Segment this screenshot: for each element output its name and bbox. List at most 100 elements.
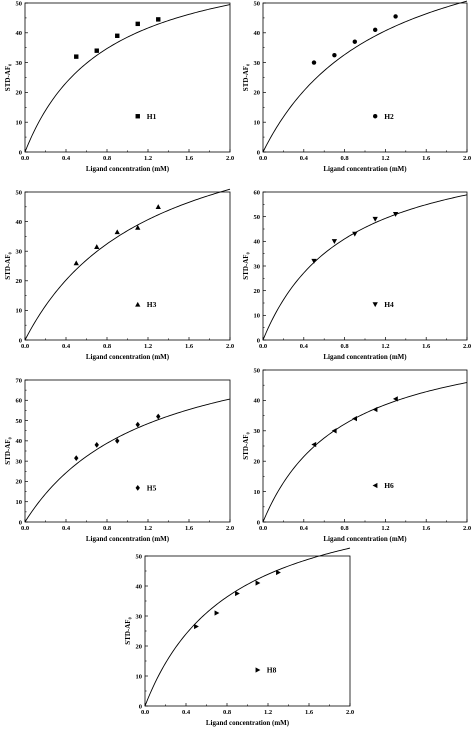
x-tick-label: 1.6 — [185, 343, 194, 350]
y-tick-label: 50 — [254, 367, 261, 374]
chart-panel-2: 0.0 0.4 0.8 1.2 1.6 2.0 0 10 20 30 40 50 Ligand conc… — [242, 0, 471, 173]
legend-marker — [372, 482, 378, 489]
plot-frame — [24, 379, 231, 523]
y-tick-label: 40 — [254, 30, 261, 37]
data-point — [74, 455, 79, 461]
data-point — [392, 212, 399, 217]
legend-label: H2 — [384, 112, 394, 121]
plot-frame — [262, 2, 468, 153]
y-tick-label: 60 — [16, 398, 23, 405]
y-tick-label: 20 — [254, 90, 261, 97]
y-axis-label: STD-AF₀ — [242, 64, 250, 91]
fit-curve — [262, 194, 468, 341]
x-tick-label: 1.6 — [185, 155, 194, 162]
data-point — [114, 229, 120, 235]
data-point — [235, 590, 240, 597]
y-tick-label: 10 — [16, 499, 23, 506]
plot-frame — [262, 191, 468, 341]
x-tick-label: 1.6 — [305, 709, 314, 716]
legend-label: H4 — [384, 300, 394, 309]
data-point — [372, 216, 378, 222]
legend-label: H3 — [147, 300, 157, 309]
y-tick-label: 10 — [16, 308, 23, 315]
x-axis-label: Ligand concentration (mM) — [86, 165, 170, 173]
x-tick-label: 1.2 — [144, 343, 152, 350]
y-axis-label: STD-AF₀ — [4, 64, 12, 91]
chart-panel-4: 0.0 0.4 0.8 1.2 1.6 2.0 0 10 20 30 40 50 60 Ligand co… — [242, 189, 471, 361]
x-tick-label: 2.0 — [226, 155, 234, 162]
x-tick-label: 0.0 — [21, 343, 29, 350]
data-point — [393, 14, 398, 19]
y-tick-label: 50 — [254, 214, 261, 221]
x-tick-label: 1.2 — [144, 155, 152, 162]
data-point — [73, 260, 79, 266]
data-point — [156, 17, 161, 22]
y-tick-label: 0 — [257, 519, 260, 526]
x-tick-label: 0.8 — [103, 525, 112, 532]
x-tick-label: 1.6 — [422, 343, 431, 350]
data-point — [331, 428, 337, 434]
chart-panel-1: 0.0 0.4 0.8 1.2 1.6 2.0 0 10 20 30 40 50 Ligand conc… — [4, 0, 234, 173]
data-point — [311, 441, 317, 448]
chart-panel-3: 0.0 0.4 0.8 1.2 1.6 2.0 0 10 20 30 40 50 Ligand conc… — [4, 188, 234, 361]
data-point — [352, 416, 357, 422]
y-tick-label: 0 — [19, 149, 22, 156]
y-tick-label: 20 — [254, 459, 261, 466]
legend-marker — [135, 485, 140, 491]
x-tick-label: 0.0 — [259, 343, 267, 350]
x-tick-label: 0.4 — [300, 343, 309, 350]
y-tick-label: 0 — [19, 519, 22, 526]
y-tick-label: 40 — [16, 30, 23, 37]
fit-curve — [144, 547, 351, 707]
y-tick-label: 30 — [136, 613, 143, 620]
x-tick-label: 0.8 — [341, 343, 350, 350]
data-point — [74, 54, 79, 59]
x-tick-label: 0.0 — [259, 155, 267, 162]
x-axis-label: Ligand concentration (mM) — [323, 535, 407, 543]
y-tick-label: 0 — [19, 337, 22, 344]
y-tick-label: 50 — [16, 418, 23, 425]
x-axis-label: Ligand concentration (mM) — [323, 165, 407, 173]
y-tick-label: 20 — [254, 288, 261, 295]
legend-marker — [373, 114, 378, 119]
y-tick-label: 0 — [257, 149, 260, 156]
legend-marker — [135, 114, 140, 119]
x-tick-label: 0.0 — [141, 709, 149, 716]
fit-curve — [262, 0, 468, 153]
x-tick-label: 2.0 — [463, 343, 471, 350]
y-tick-label: 20 — [16, 90, 23, 97]
data-point — [255, 580, 261, 586]
data-point — [352, 39, 357, 44]
y-axis-label: STD-AF₀ — [242, 252, 250, 279]
y-tick-label: 10 — [16, 120, 23, 127]
legend-marker — [372, 302, 378, 308]
chart-panel-6: 0.0 0.4 0.8 1.2 1.6 2.0 0 10 20 30 40 50 Ligand conc… — [242, 367, 471, 543]
data-point — [135, 21, 140, 27]
x-tick-label: 0.8 — [341, 155, 350, 162]
data-point — [135, 224, 141, 230]
data-point — [94, 48, 99, 53]
x-tick-label: 0.8 — [103, 155, 112, 162]
legend-marker — [135, 301, 141, 307]
x-tick-label: 1.2 — [144, 525, 152, 532]
y-tick-label: 30 — [16, 458, 23, 465]
x-tick-label: 1.6 — [422, 155, 431, 162]
y-tick-label: 10 — [136, 673, 143, 680]
plot-frame — [24, 2, 231, 153]
y-tick-label: 50 — [254, 0, 261, 7]
x-tick-label: 0.0 — [259, 525, 267, 532]
x-tick-label: 0.8 — [223, 709, 232, 716]
data-point — [115, 437, 120, 444]
y-tick-label: 20 — [136, 643, 143, 650]
data-point — [276, 569, 281, 576]
y-tick-label: 10 — [254, 120, 261, 127]
data-point — [392, 396, 398, 402]
y-tick-label: 30 — [254, 428, 261, 435]
y-tick-label: 40 — [16, 438, 23, 445]
y-tick-label: 40 — [254, 239, 261, 246]
fit-curve — [24, 188, 231, 341]
data-point — [94, 442, 99, 448]
legend-label: H1 — [147, 112, 157, 121]
y-tick-label: 40 — [136, 583, 143, 590]
